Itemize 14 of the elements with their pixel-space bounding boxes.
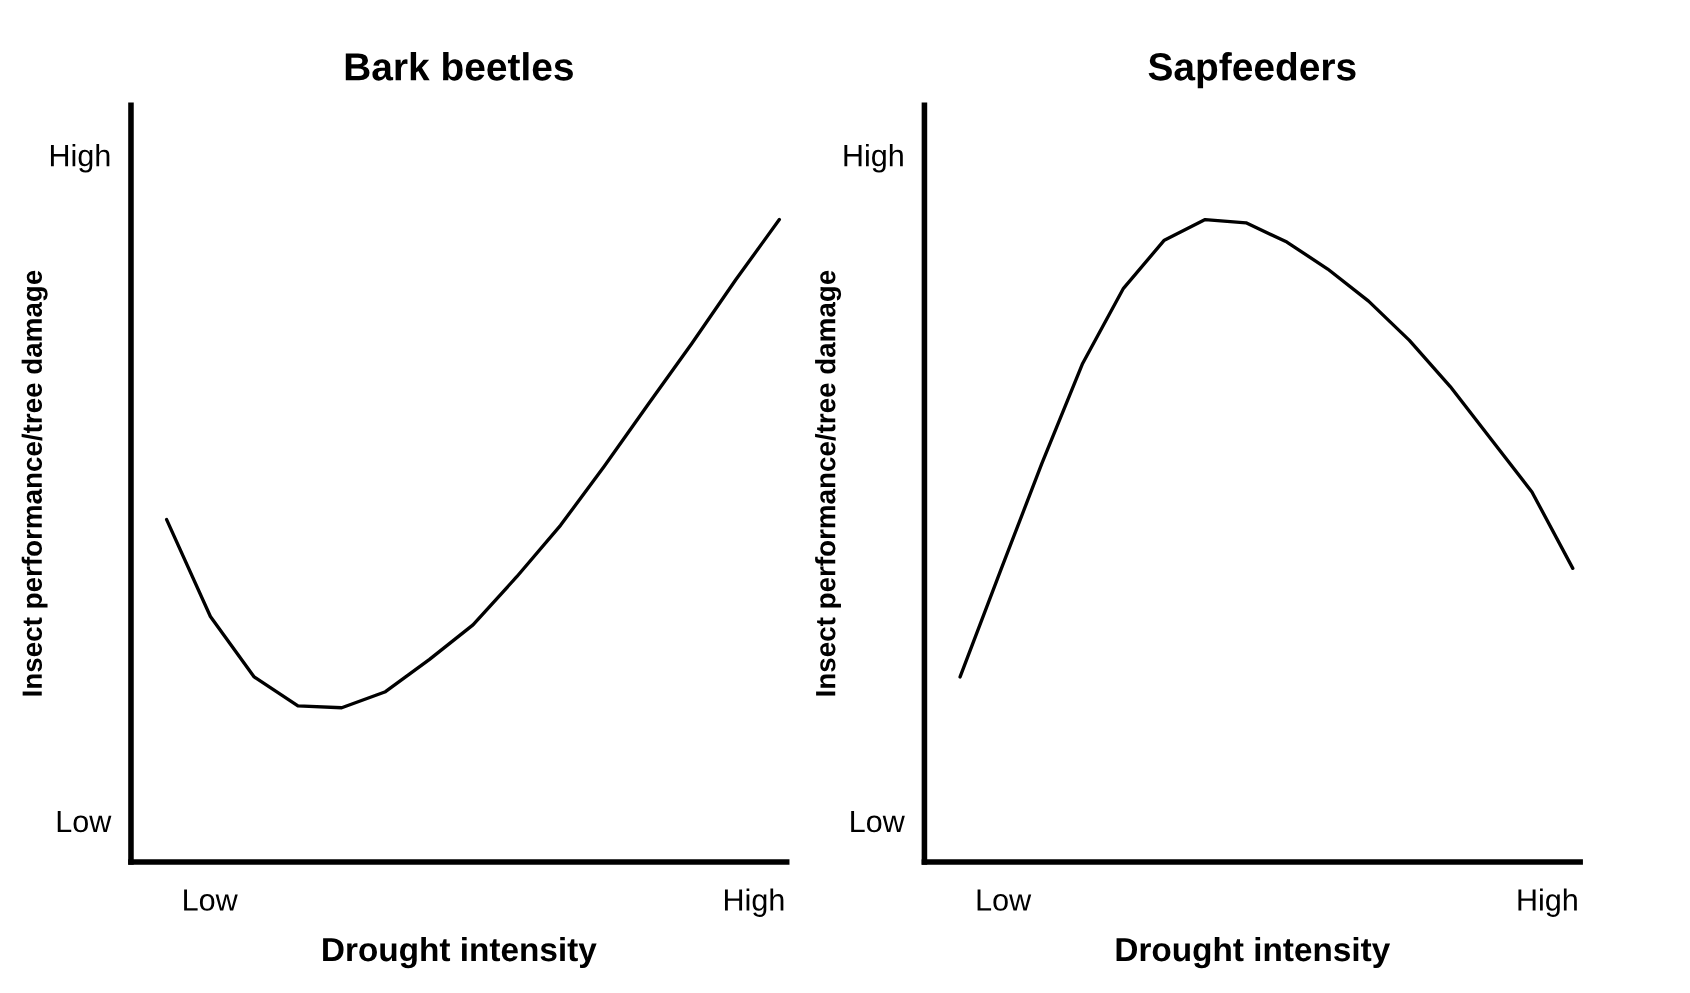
text: Low	[851, 810, 905, 833]
text: High	[844, 143, 903, 173]
text: Low	[977, 889, 1032, 911]
text: High	[50, 143, 110, 173]
text: Low	[57, 810, 112, 833]
chart-title: Bark beetles	[345, 52, 573, 81]
x-axis-title: Drought intensity	[323, 936, 597, 969]
y-axis-title: Insect performance/tree damage	[815, 270, 842, 696]
text: High	[725, 888, 784, 917]
text: High	[1518, 888, 1577, 917]
y-axis-title: Insect performance/tree damage	[21, 270, 48, 696]
chart-title: Sapfeeders	[1148, 52, 1356, 89]
text: Low	[184, 889, 238, 911]
x-axis-title: Drought intensity	[1116, 936, 1391, 969]
